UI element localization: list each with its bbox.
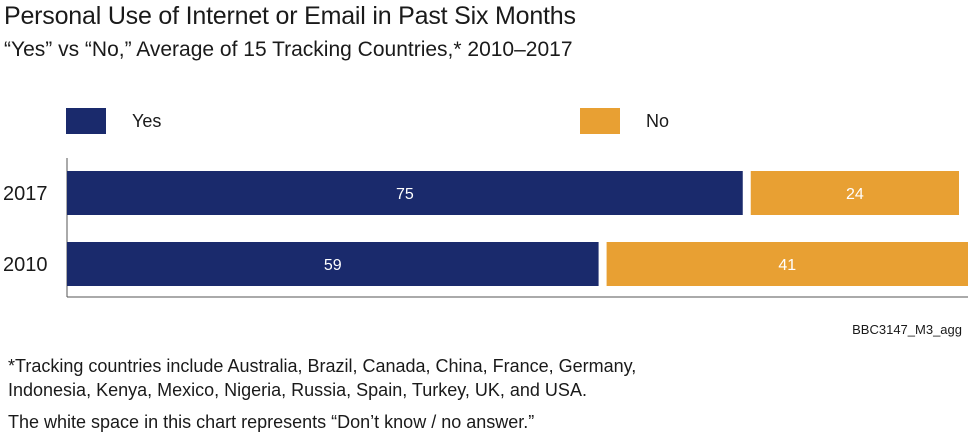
legend-label-no: No <box>646 110 670 131</box>
footnote-line-3: The white space in this chart represents… <box>8 412 535 432</box>
legend-swatch-yes <box>66 108 106 134</box>
tick-label-2017: 2017 <box>3 183 48 205</box>
data-label-yes-2010: 59 <box>324 257 342 274</box>
bar-yes-2017 <box>67 171 743 215</box>
chart-subtitle: “Yes” vs “No,” Average of 15 Tracking Co… <box>4 38 573 61</box>
bar-chart: 2017 75 24 2010 59 41 <box>3 158 968 298</box>
footnote-line-1: *Tracking countries include Australia, B… <box>8 356 637 376</box>
legend-item-no: No <box>580 108 669 134</box>
bar-yes-2010 <box>67 242 599 286</box>
legend-item-yes: Yes <box>66 108 161 134</box>
chart-title: Personal Use of Internet or Email in Pas… <box>4 2 576 30</box>
legend-label-yes: Yes <box>132 110 162 131</box>
bar-no-2017 <box>750 171 959 215</box>
bar-no-2010 <box>606 242 968 286</box>
tick-label-2010: 2010 <box>3 254 48 276</box>
data-label-no-2017: 24 <box>846 186 864 203</box>
data-label-yes-2017: 75 <box>396 186 414 203</box>
footnote-line-2: Indonesia, Kenya, Mexico, Nigeria, Russi… <box>8 380 587 400</box>
source-code: BBC3147_M3_agg <box>852 322 962 337</box>
data-label-no-2010: 41 <box>778 257 796 274</box>
legend-swatch-no <box>580 108 620 134</box>
